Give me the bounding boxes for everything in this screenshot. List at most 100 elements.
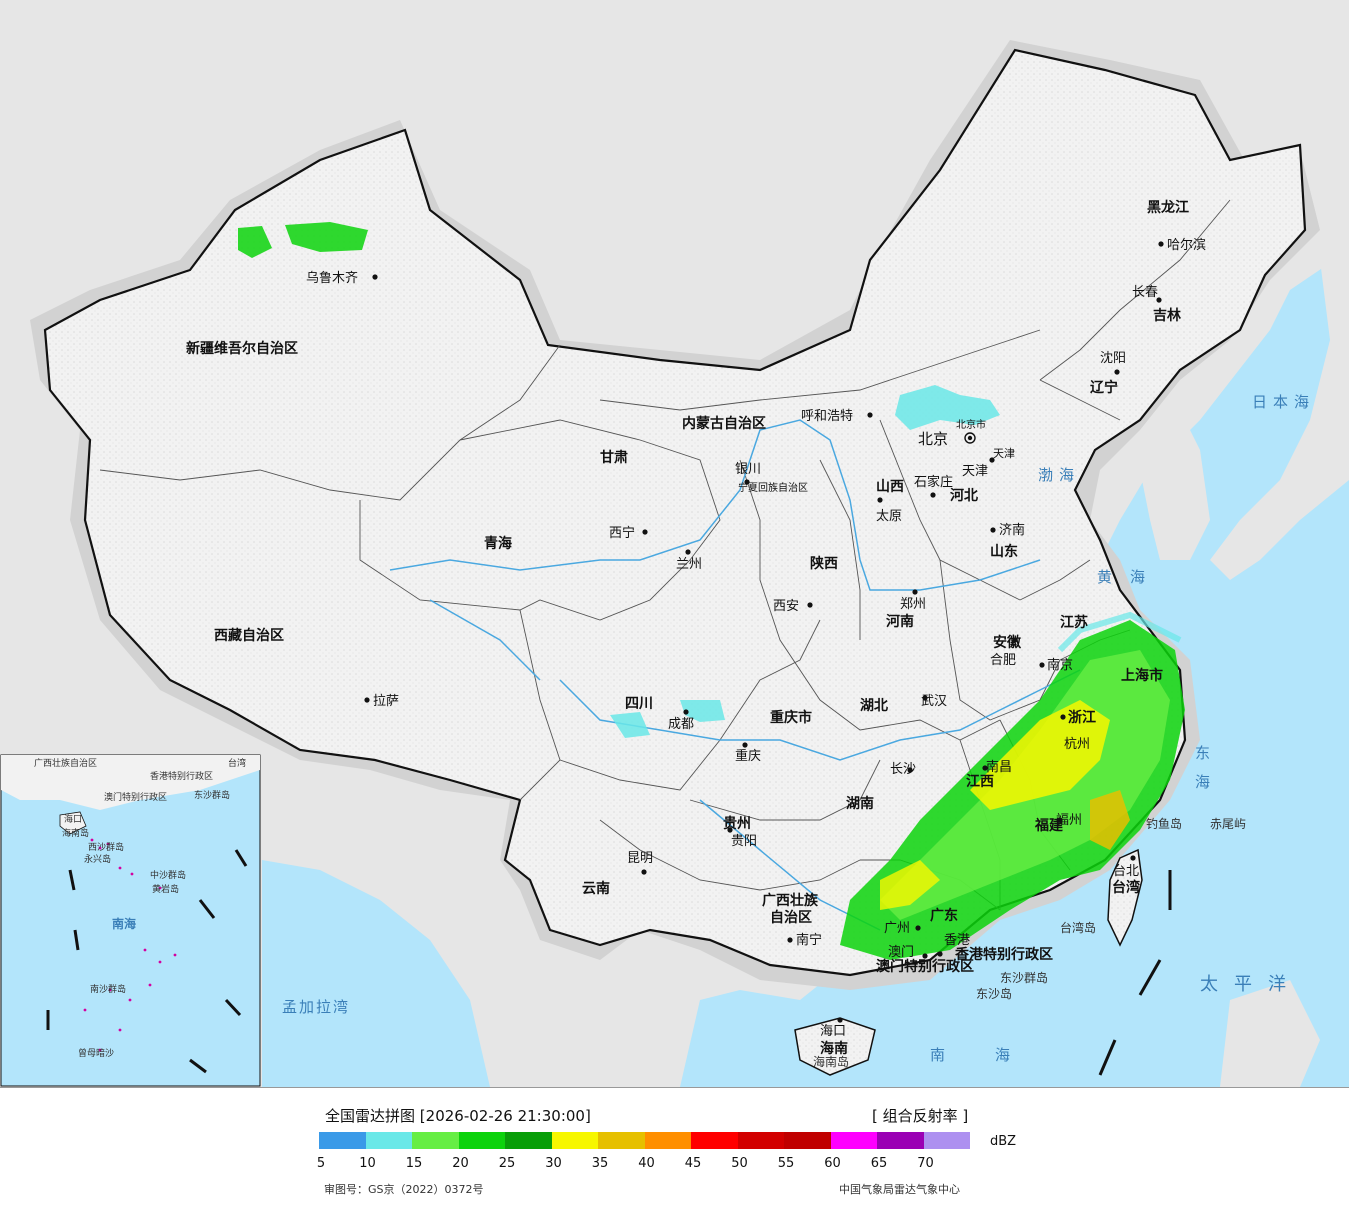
province-label-macao: 澳门特别行政区 [876, 958, 974, 975]
city-labels: 乌鲁木齐 拉萨 西宁 兰州 银川 成都 重庆 昆明 贵阳 南宁 西安 太原 郑州… [306, 237, 1206, 1039]
legend-tick-label: 45 [684, 1156, 702, 1171]
province-label-anhui: 安徽 [993, 634, 1022, 651]
city-label-taiyuan: 太原 [876, 509, 902, 524]
city-label-nanchang: 南昌 [986, 759, 1012, 775]
legend-tick-label: 25 [498, 1156, 516, 1171]
province-label-ningxia: 宁夏回族自治区 [738, 481, 808, 494]
city-label-taipei: 台北 [1113, 864, 1139, 879]
city-label-shenyang: 沈阳 [1100, 351, 1126, 366]
province-label-neimenggu: 内蒙古自治区 [682, 415, 766, 432]
city-label-haikou: 海口 [820, 1024, 846, 1039]
province-label-chongqing: 重庆市 [770, 709, 812, 726]
south-china-sea-inset: 广西壮族自治区 香港特别行政区 澳门特别行政区 台湾 东沙群岛 海口 海南岛 西… [0, 754, 261, 1087]
inset-label-guangxi: 广西壮族自治区 [34, 757, 97, 769]
legend-tick-label: 65 [870, 1156, 888, 1171]
sea-label-pacific: 太平洋 [1200, 974, 1302, 995]
korea-land [1130, 410, 1210, 560]
province-label-hebei: 河北 [950, 487, 978, 504]
credit-text: 中国气象局雷达气象中心 [839, 1183, 960, 1196]
province-label-taiwan: 台湾 [1112, 879, 1140, 896]
sea-label-south: 南海 [930, 1046, 1060, 1064]
legend-color-bar [319, 1132, 970, 1149]
legend-tick-label: 50 [731, 1156, 748, 1171]
legend-color-cell [691, 1132, 738, 1149]
province-label-tianjin: 天津 [993, 447, 1015, 460]
inset-label-zhongsha: 中沙群岛 [150, 869, 186, 881]
philippines-land [1220, 980, 1320, 1087]
province-label-hunan: 湖南 [846, 795, 874, 812]
province-label-shanxi: 山西 [876, 479, 904, 495]
city-label-guangzhou: 广州 [884, 921, 910, 936]
inset-label-taiwan: 台湾 [228, 757, 246, 769]
city-label-kunming: 昆明 [627, 851, 653, 866]
echo-east-yellow [970, 700, 1110, 810]
province-label-liaoning: 辽宁 [1090, 379, 1118, 396]
radar-map: 广西壮族自治区 香港特别行政区 澳门特别行政区 台湾 东沙群岛 海口 海南岛 西… [0, 0, 1349, 1087]
province-labels: 新疆维吾尔自治区 西藏自治区 青海 甘肃 四川 云南 贵州 广西壮族 自治区 陕… [186, 199, 1189, 1057]
sea-label-bohai: 渤海 [1038, 466, 1080, 484]
province-label-guangxi-2: 自治区 [770, 909, 812, 926]
approval-number: 审图号：GS京（2022）0372号 [324, 1183, 484, 1196]
legend-timestamp: [2026-02-26 21:30:00] [419, 1107, 591, 1125]
city-label-xining: 西宁 [609, 525, 635, 541]
city-label-guiyang: 贵阳 [731, 834, 757, 849]
city-label-xian: 西安 [773, 599, 799, 614]
province-label-jilin: 吉林 [1153, 307, 1181, 324]
city-label-nanjing: 南京 [1047, 657, 1073, 673]
inset-label-haikou: 海口 [64, 813, 82, 825]
city-label-lanzhou: 兰州 [676, 557, 702, 572]
legend-tick-label: 5 [316, 1156, 326, 1171]
legend-color-cell [505, 1132, 552, 1149]
city-label-hangzhou: 杭州 [1064, 737, 1090, 752]
island-label-dongsha-group: 东沙群岛 [1000, 970, 1048, 985]
bay-of-bengal [262, 860, 490, 1087]
city-label-changsha: 长沙 [890, 762, 916, 777]
legend-title-text: 全国雷达拼图 [325, 1107, 416, 1125]
province-label-xizang: 西藏自治区 [214, 627, 284, 644]
inset-label-zengmu: 曾母暗沙 [78, 1047, 114, 1059]
city-label-shijiazhuang: 石家庄 [914, 474, 953, 490]
maritime-boundary [1098, 870, 1172, 1076]
inset-label-xisha: 西沙群岛 [88, 841, 124, 853]
city-dots [364, 241, 1164, 1023]
province-label-hongkong: 香港特别行政区 [954, 946, 1053, 963]
legend-color-cell [319, 1132, 366, 1149]
city-label-wuhan: 武汉 [921, 694, 947, 709]
inset-label-nansha: 南沙群岛 [90, 983, 126, 995]
province-label-guangdong: 广东 [930, 907, 958, 924]
province-label-guizhou: 贵州 [723, 815, 751, 832]
city-label-harbin: 哈尔滨 [1167, 237, 1206, 253]
province-label-sichuan: 四川 [625, 696, 653, 712]
province-label-gansu: 甘肃 [600, 449, 628, 466]
province-label-fujian: 福建 [1034, 817, 1063, 834]
province-label-jiangxi: 江西 [966, 773, 994, 790]
echo-east-yellow-2 [1090, 790, 1130, 850]
sea-label-east: 东海 [1193, 745, 1211, 803]
province-label-xinjiang: 新疆维吾尔自治区 [186, 340, 298, 357]
province-label-henan: 河南 [886, 613, 914, 630]
city-label-urumqi: 乌鲁木齐 [306, 270, 358, 286]
legend-color-cell [923, 1132, 970, 1149]
island-label-chiwei: 赤尾屿 [1210, 817, 1246, 831]
legend-panel: 全国雷达拼图 [2026-02-26 21:30:00] [ 组合反射率 ] d… [0, 1087, 1349, 1209]
island-label-taiwan: 台湾岛 [1060, 920, 1096, 935]
legend-color-cell [458, 1132, 505, 1149]
legend-tick-label: 30 [545, 1156, 562, 1171]
legend-tick-label: 10 [359, 1156, 376, 1171]
city-label-jinan: 济南 [999, 522, 1025, 538]
legend-color-cell [784, 1132, 831, 1149]
province-label-hubei: 湖北 [860, 698, 888, 714]
echo-beijing [895, 385, 1000, 430]
city-label-hongkong: 香港 [944, 933, 970, 948]
province-label-zhejiang: 浙江 [1068, 709, 1096, 726]
legend-product: [ 组合反射率 ] [872, 1107, 969, 1125]
legend-color-cell [598, 1132, 645, 1149]
province-label-shandong: 山东 [990, 543, 1018, 560]
legend-unit: dBZ [990, 1134, 1017, 1149]
city-label-chengdu: 成都 [668, 717, 694, 732]
island-label-hainan: 海南岛 [813, 1054, 849, 1069]
city-label-changchun: 长春 [1132, 285, 1158, 300]
sea-label-yellow: 黄海 [1097, 568, 1163, 586]
city-label-lhasa: 拉萨 [373, 694, 399, 709]
